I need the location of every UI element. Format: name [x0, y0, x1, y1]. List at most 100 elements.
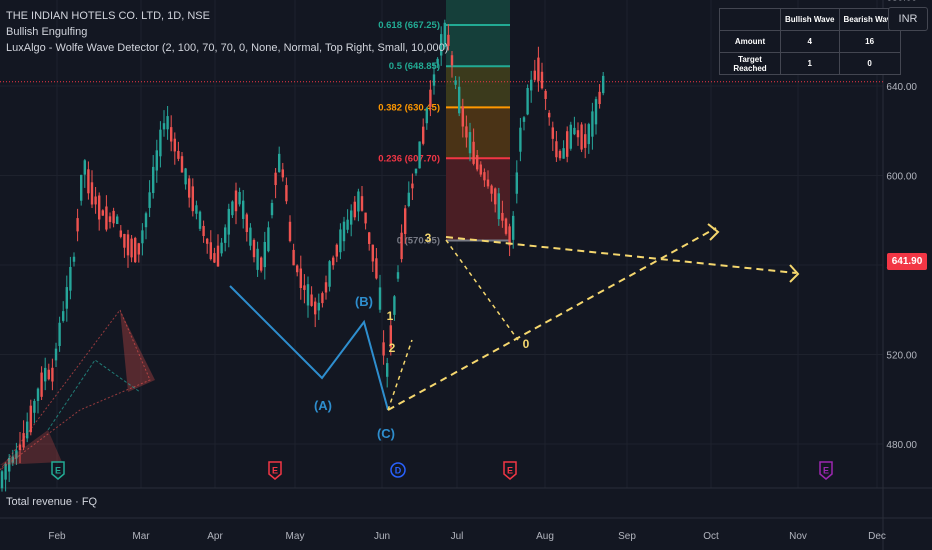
fib-zone-2	[446, 0, 510, 67]
candle-body	[224, 227, 227, 243]
candle-body	[342, 221, 346, 242]
time-axis-tick: Jun	[374, 531, 390, 542]
time-axis-tick: Jul	[451, 531, 464, 542]
candle-body	[472, 141, 475, 164]
candle-body	[461, 106, 464, 127]
candle-body	[371, 244, 374, 262]
candle-body	[141, 230, 144, 244]
candle-body	[335, 244, 338, 257]
event-marker: E	[268, 461, 282, 480]
candle-body	[234, 190, 238, 212]
candle-body	[450, 55, 454, 66]
candle-body	[414, 168, 418, 174]
candle-body	[422, 126, 425, 144]
candle-body	[202, 225, 205, 237]
fib-level-label: 0.5 (648.85)	[389, 61, 440, 72]
candle-body	[332, 257, 335, 266]
stats-row-amount: Amount 4 16	[719, 30, 901, 53]
candle-body	[191, 186, 194, 212]
event-marker: E	[819, 461, 833, 480]
candle-body	[256, 248, 259, 270]
abc-wave-line	[229, 285, 389, 411]
fib-zone-3	[446, 66, 510, 108]
candle-body	[303, 285, 306, 290]
total-revenue-pane-label[interactable]: Total revenue · FQ	[6, 496, 98, 508]
price-axis-tick: 640.00	[886, 82, 917, 93]
candle-body	[566, 131, 569, 157]
candle-body	[548, 112, 551, 118]
event-marker-label: D	[395, 466, 402, 476]
wolfe-arrow-head	[707, 223, 720, 241]
candle-body	[249, 227, 252, 246]
event-marker: E	[503, 461, 517, 480]
candle-body	[346, 219, 349, 230]
candle-body	[299, 268, 302, 289]
wave-label: 0	[523, 337, 530, 351]
candle-body	[519, 127, 522, 152]
candle-body	[425, 108, 428, 124]
price-axis-tick: 600.00	[886, 172, 917, 183]
candle-body	[296, 265, 299, 273]
candle-body	[584, 134, 587, 148]
candle-body	[580, 124, 583, 150]
price-axis-tick: 520.00	[886, 351, 917, 362]
candle-body	[558, 150, 562, 159]
candle-body	[33, 400, 36, 413]
candle-body	[65, 287, 68, 309]
candle-body	[220, 242, 223, 254]
candle-body	[11, 456, 14, 463]
candle-body	[29, 405, 32, 433]
candle-body	[357, 191, 360, 212]
symbol-title[interactable]: THE INDIAN HOTELS CO. LTD, 1D, NSE	[6, 10, 210, 22]
time-axis-tick: Apr	[207, 531, 223, 542]
candle-body	[400, 232, 403, 260]
candle-body	[368, 232, 371, 244]
candle-body	[576, 130, 580, 138]
candle-body	[458, 86, 461, 114]
event-marker-label: E	[507, 466, 513, 476]
chart-legend: THE INDIAN HOTELS CO. LTD, 1D, NSE Bulli…	[6, 8, 448, 56]
wolfe-line-1	[387, 227, 717, 411]
candle-body	[180, 156, 184, 173]
event-marker: D	[390, 462, 406, 478]
candle-body	[44, 367, 47, 382]
candle-body	[278, 153, 281, 173]
candle-body	[58, 322, 61, 346]
candle-body	[267, 227, 270, 252]
candle-body	[321, 293, 324, 304]
wave-stats-table: Bullish Wave Bearish Wave Amount 4 16 Ta…	[719, 8, 901, 75]
event-marker-badge	[503, 461, 517, 480]
candle-body	[195, 205, 198, 214]
candle-body	[494, 188, 497, 205]
time-axis-tick: Dec	[868, 531, 886, 542]
candle-body	[155, 150, 158, 171]
candle-body	[245, 214, 248, 233]
indicator-wolfe-wave[interactable]: LuxAlgo - Wolfe Wave Detector (2, 100, 7…	[6, 42, 449, 54]
indicator-bullish-engulfing[interactable]: Bullish Engulfing	[6, 26, 88, 38]
candle-body	[15, 450, 18, 459]
candle-body	[436, 58, 439, 64]
candle-body	[504, 218, 508, 234]
candle-body	[350, 210, 353, 225]
candle-body	[260, 257, 263, 271]
wave-label: 1	[387, 309, 394, 323]
candle-body	[407, 192, 410, 207]
event-marker-badge	[268, 461, 282, 480]
candle-body	[339, 229, 342, 253]
candle-body	[252, 240, 256, 258]
stats-header-bullish: Bullish Wave	[780, 8, 840, 31]
price-axis-tick: 480.00	[886, 440, 917, 451]
currency-selector[interactable]: INR	[888, 7, 928, 31]
candle-body	[238, 191, 241, 205]
candle-body	[285, 185, 288, 202]
candle-body	[562, 148, 565, 159]
candle-body	[47, 369, 50, 380]
candle-body	[317, 302, 320, 311]
candle-body	[533, 70, 536, 80]
time-axis-tick: Sep	[618, 531, 636, 542]
stats-row-label: Target Reached	[719, 52, 781, 75]
stats-header-empty	[719, 8, 781, 31]
candle-body	[382, 342, 385, 356]
stats-row-label: Amount	[719, 30, 781, 53]
